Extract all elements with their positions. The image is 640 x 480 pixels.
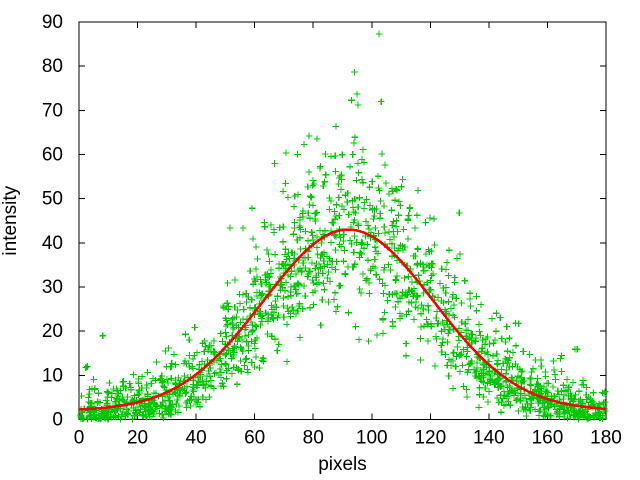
- svg-text:20: 20: [42, 321, 63, 342]
- svg-text:80: 80: [303, 428, 324, 449]
- svg-text:180: 180: [590, 428, 622, 449]
- svg-text:50: 50: [42, 189, 63, 210]
- svg-text:10: 10: [42, 365, 63, 386]
- svg-text:30: 30: [42, 277, 63, 298]
- svg-text:70: 70: [42, 100, 63, 121]
- svg-text:40: 40: [42, 233, 63, 254]
- svg-text:80: 80: [42, 56, 63, 77]
- svg-text:90: 90: [42, 12, 63, 33]
- svg-text:160: 160: [532, 428, 564, 449]
- svg-text:60: 60: [42, 145, 63, 166]
- svg-text:40: 40: [186, 428, 207, 449]
- svg-text:pixels: pixels: [318, 454, 367, 475]
- svg-text:intensity: intensity: [0, 185, 21, 255]
- svg-text:120: 120: [414, 428, 446, 449]
- svg-text:100: 100: [356, 428, 388, 449]
- svg-text:60: 60: [244, 428, 265, 449]
- svg-text:20: 20: [127, 428, 148, 449]
- svg-text:0: 0: [74, 428, 85, 449]
- svg-text:0: 0: [52, 410, 63, 431]
- svg-text:140: 140: [473, 428, 505, 449]
